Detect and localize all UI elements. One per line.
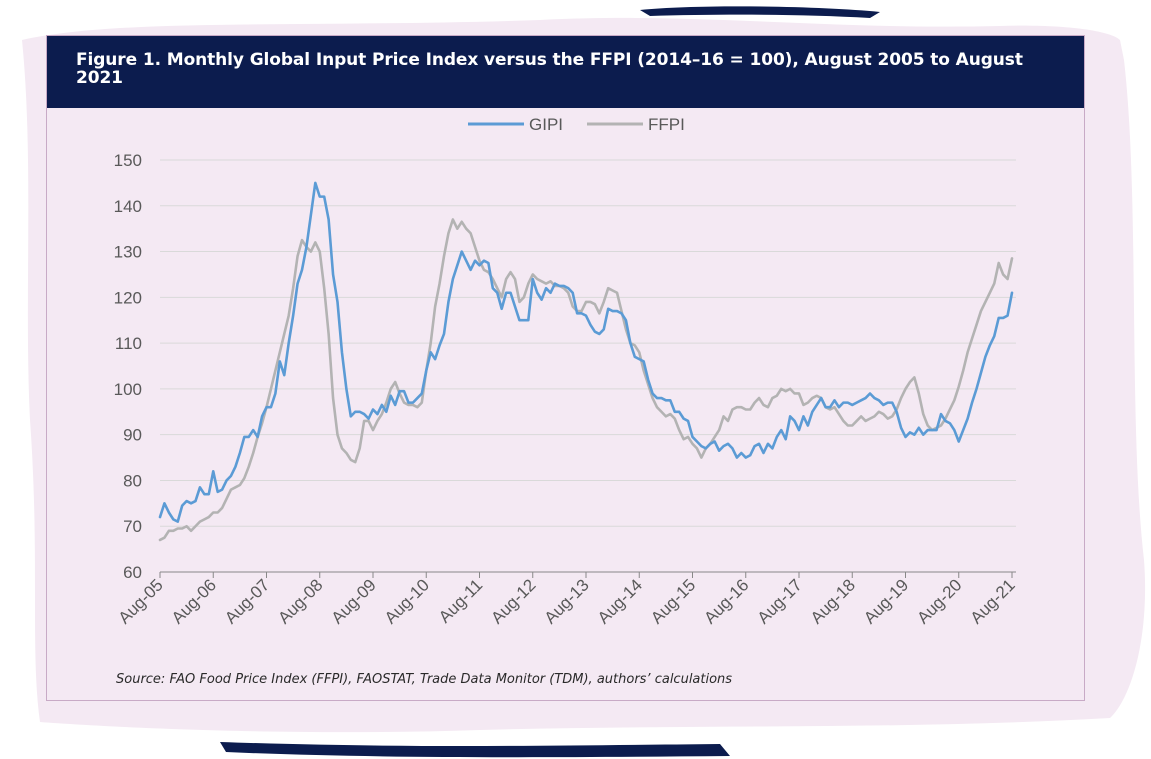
x-tick-label: Aug-11	[435, 575, 486, 626]
legend-ffpi-label: FFPI	[648, 115, 685, 134]
x-tick-label: Aug-06	[168, 575, 220, 627]
x-tick-label: Aug-14	[594, 575, 646, 627]
y-tick-label: 80	[123, 471, 142, 490]
x-tick-label: Aug-08	[274, 575, 326, 627]
x-tick-label: Aug-05	[115, 575, 167, 627]
y-tick-label: 140	[114, 197, 142, 216]
y-tick-label: 110	[115, 334, 142, 353]
series-layer	[158, 181, 1014, 542]
x-tick-label: Aug-20	[913, 575, 965, 627]
y-tick-label: 60	[123, 563, 142, 582]
y-tick-label: 70	[123, 517, 142, 536]
x-tick-label: Aug-15	[647, 575, 699, 627]
x-tick-label: Aug-19	[860, 575, 912, 627]
series-line-ffpi	[158, 218, 1014, 542]
y-tick-label: 120	[114, 288, 142, 307]
legend: GIPI FFPI	[468, 115, 685, 134]
series-line-gipi	[158, 181, 1014, 523]
figure-panel: Figure 1. Monthly Global Input Price Ind…	[46, 35, 1085, 701]
y-tick-label: 100	[114, 380, 142, 399]
x-tick-label: Aug-12	[487, 575, 539, 627]
x-tick-label: Aug-17	[754, 575, 806, 627]
x-tick-label: Aug-13	[541, 575, 593, 627]
x-tick-label: Aug-10	[381, 575, 433, 627]
x-tick-label: Aug-18	[807, 575, 859, 627]
x-tick-label: Aug-07	[221, 575, 273, 627]
source-note: Source: FAO Food Price Index (FFPI), FAO…	[116, 672, 733, 687]
figure-title: Figure 1. Monthly Global Input Price Ind…	[76, 50, 1023, 88]
x-tick-label: Aug-09	[328, 575, 380, 627]
y-tick-label: 90	[123, 426, 142, 445]
y-tick-label: 150	[114, 151, 142, 170]
figure-title-banner: Figure 1. Monthly Global Input Price Ind…	[47, 36, 1084, 108]
y-tick-label: 130	[114, 243, 142, 262]
grid-layer	[160, 159, 1016, 527]
legend-gipi-label: GIPI	[529, 115, 563, 134]
x-tick-label: Aug-21	[967, 575, 1019, 627]
x-tick-label: Aug-16	[700, 575, 752, 627]
